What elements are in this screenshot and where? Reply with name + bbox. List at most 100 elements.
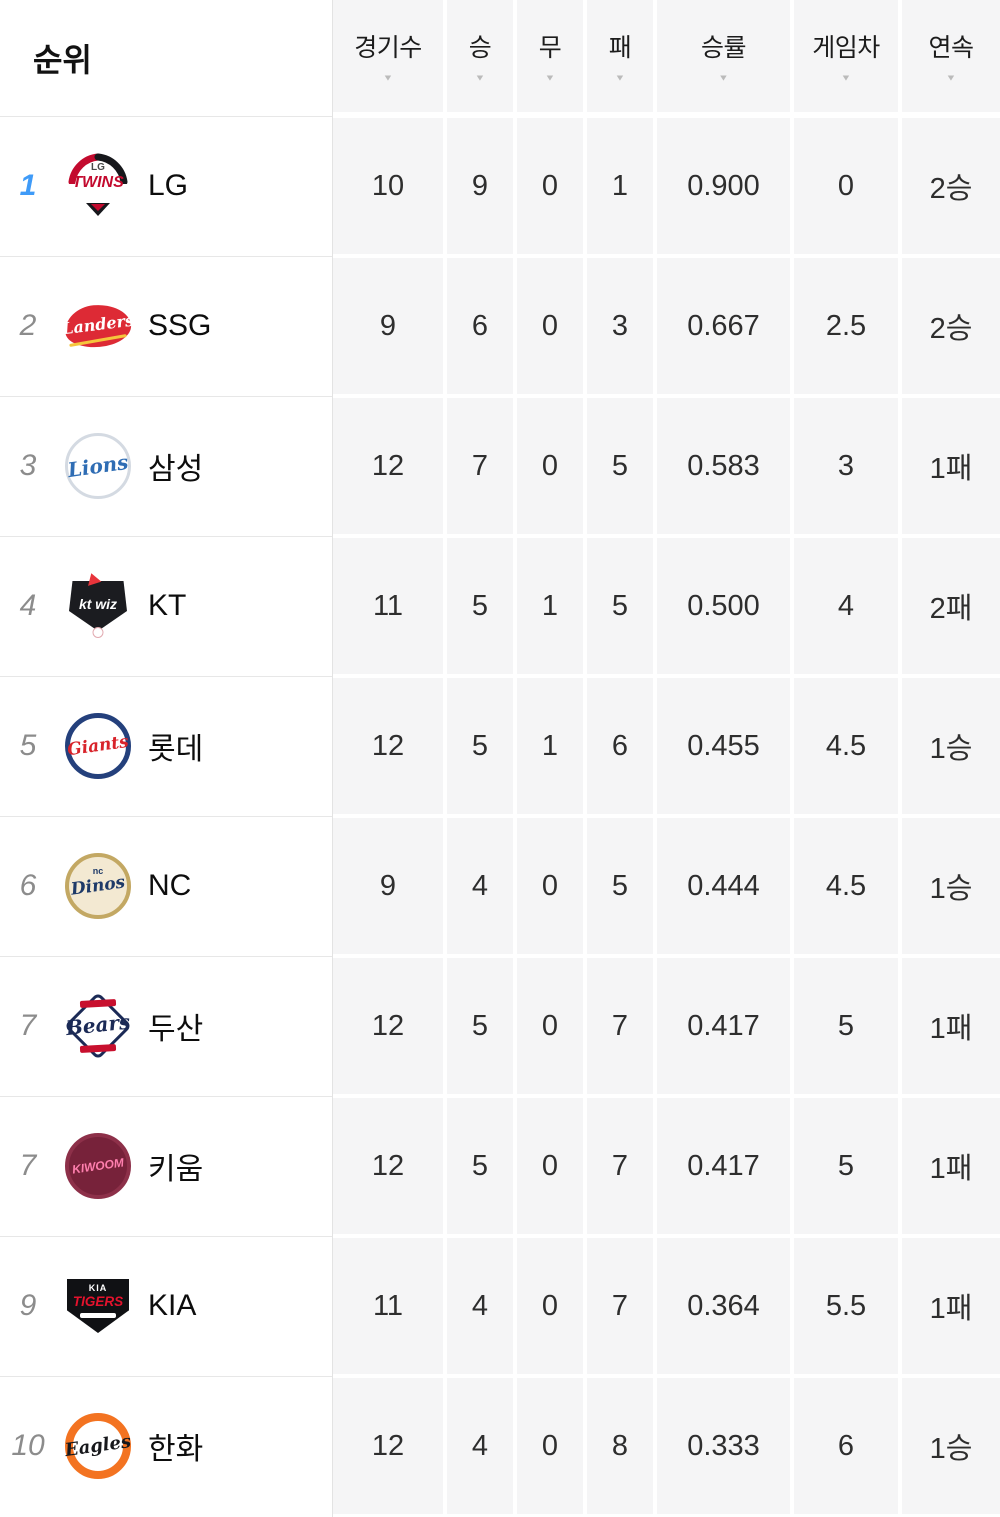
- stat-games_behind: 2.5: [794, 258, 898, 394]
- stat-games: 10: [333, 118, 443, 254]
- stat-wins: 6: [447, 258, 513, 394]
- rank-number: 6: [19, 869, 37, 902]
- stat-win_rate: 0.417: [657, 958, 790, 1094]
- team-name[interactable]: 삼성: [148, 453, 204, 486]
- stat-games: 11: [333, 1238, 443, 1374]
- stat-win_rate: 0.500: [657, 538, 790, 674]
- stat-draws: 0: [517, 818, 583, 954]
- sort-descending-icon: ▼: [474, 73, 486, 83]
- stat-losses: 7: [587, 1238, 653, 1374]
- column-header-streak[interactable]: 연속 ▼: [902, 0, 1000, 112]
- stat-games: 9: [333, 258, 443, 394]
- kt-wiz-logo: kt wiz: [61, 569, 135, 643]
- team-name[interactable]: KIA: [148, 1289, 197, 1322]
- sort-descending-icon: ▼: [945, 73, 957, 83]
- column-header-label: 연속: [928, 34, 974, 62]
- stat-games: 11: [333, 538, 443, 674]
- team-cell: 4 kt wiz KT: [0, 536, 333, 676]
- team-name[interactable]: NC: [148, 869, 192, 902]
- stat-win_rate: 0.900: [657, 118, 790, 254]
- stat-streak: 1승: [902, 1378, 1000, 1514]
- stat-draws: 1: [517, 678, 583, 814]
- table-row: 7 Bears 두산 12 5 0 7 0.417 5 1패: [0, 956, 1000, 1096]
- rank-number: 1: [19, 169, 37, 202]
- stat-games_behind: 0: [794, 118, 898, 254]
- rank-number: 7: [19, 1149, 37, 1182]
- ssg-landers-logo: Landers: [61, 289, 135, 363]
- stat-wins: 4: [447, 1238, 513, 1374]
- team-cell: 6 nc Dinos NC: [0, 816, 333, 956]
- stat-losses: 6: [587, 678, 653, 814]
- stat-wins: 4: [447, 1378, 513, 1514]
- stat-games: 9: [333, 818, 443, 954]
- stat-wins: 5: [447, 538, 513, 674]
- table-row: 7 KIWOOM 키움 12 5 0 7 0.417 5 1패: [0, 1096, 1000, 1236]
- sort-descending-icon: ▼: [382, 73, 394, 83]
- stat-streak: 1승: [902, 678, 1000, 814]
- stat-win_rate: 0.583: [657, 398, 790, 534]
- stat-losses: 3: [587, 258, 653, 394]
- rank-number: 10: [11, 1429, 45, 1462]
- stat-wins: 5: [447, 678, 513, 814]
- column-header-label: 무: [538, 34, 562, 62]
- column-header-label: 패: [608, 34, 632, 62]
- stat-win_rate: 0.455: [657, 678, 790, 814]
- stat-streak: 1패: [902, 958, 1000, 1094]
- stat-games_behind: 5.5: [794, 1238, 898, 1374]
- stat-win_rate: 0.333: [657, 1378, 790, 1514]
- stat-draws: 0: [517, 1378, 583, 1514]
- stat-win_rate: 0.417: [657, 1098, 790, 1234]
- rank-column-header: 순위: [0, 0, 333, 116]
- table-row: 1 LG TWINS LG 10 9 0 1 0.900 0 2승: [0, 116, 1000, 256]
- team-name[interactable]: 두산: [148, 1013, 204, 1046]
- stat-win_rate: 0.667: [657, 258, 790, 394]
- kiwoom-heroes-logo: KIWOOM: [61, 1129, 135, 1203]
- team-name[interactable]: KT: [148, 589, 187, 622]
- stat-wins: 9: [447, 118, 513, 254]
- stat-draws: 0: [517, 258, 583, 394]
- team-name[interactable]: 키움: [148, 1153, 204, 1186]
- column-header-win_rate[interactable]: 승률 ▼: [657, 0, 790, 112]
- stat-games: 12: [333, 1098, 443, 1234]
- team-name[interactable]: 한화: [148, 1433, 204, 1466]
- stat-wins: 7: [447, 398, 513, 534]
- stat-streak: 1패: [902, 1238, 1000, 1374]
- stat-streak: 1패: [902, 1098, 1000, 1234]
- column-header-games[interactable]: 경기수 ▼: [333, 0, 443, 112]
- team-name[interactable]: SSG: [148, 309, 212, 342]
- stat-losses: 1: [587, 118, 653, 254]
- stat-losses: 8: [587, 1378, 653, 1514]
- rank-number: 5: [19, 729, 37, 762]
- stat-streak: 1패: [902, 398, 1000, 534]
- column-header-losses[interactable]: 패 ▼: [587, 0, 653, 112]
- kia-tigers-logo: KIA TIGERS: [61, 1269, 135, 1343]
- stat-games: 12: [333, 958, 443, 1094]
- column-header-games_behind[interactable]: 게임차 ▼: [794, 0, 898, 112]
- stat-win_rate: 0.444: [657, 818, 790, 954]
- stat-games_behind: 3: [794, 398, 898, 534]
- column-header-wins[interactable]: 승 ▼: [447, 0, 513, 112]
- stat-games_behind: 6: [794, 1378, 898, 1514]
- team-cell: 3 Lions 삼성: [0, 396, 333, 536]
- team-name[interactable]: LG: [148, 169, 189, 202]
- stat-losses: 5: [587, 398, 653, 534]
- stat-games: 12: [333, 678, 443, 814]
- stat-streak: 2패: [902, 538, 1000, 674]
- stat-losses: 7: [587, 958, 653, 1094]
- stat-draws: 0: [517, 1098, 583, 1234]
- stat-draws: 1: [517, 538, 583, 674]
- stat-draws: 0: [517, 958, 583, 1094]
- stat-games: 12: [333, 1378, 443, 1514]
- nc-dinos-logo: nc Dinos: [61, 849, 135, 923]
- stat-games_behind: 5: [794, 958, 898, 1094]
- team-cell: 5 Giants 롯데: [0, 676, 333, 816]
- stat-streak: 2승: [902, 118, 1000, 254]
- table-row: 3 Lions 삼성 12 7 0 5 0.583 3 1패: [0, 396, 1000, 536]
- stat-wins: 5: [447, 958, 513, 1094]
- rank-number: 7: [19, 1009, 37, 1042]
- column-header-draws[interactable]: 무 ▼: [517, 0, 583, 112]
- sort-descending-icon: ▼: [718, 73, 729, 83]
- stat-games_behind: 4: [794, 538, 898, 674]
- team-cell: 2 Landers SSG: [0, 256, 333, 396]
- team-name[interactable]: 롯데: [148, 733, 204, 766]
